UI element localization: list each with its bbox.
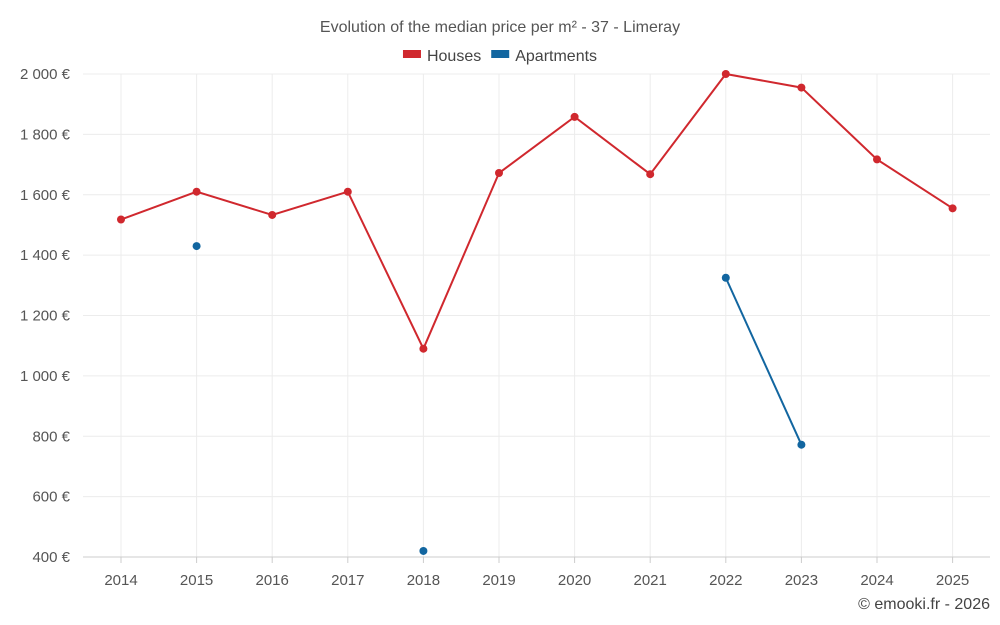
houses-point-2022: [721, 70, 730, 78]
legend-label-houses: Houses: [427, 48, 481, 65]
legend-label-apartments: Apartments: [515, 48, 597, 65]
houses-point-2020: [570, 112, 579, 121]
houses-point-2018: [419, 344, 428, 353]
series-houses: [117, 70, 957, 353]
y-tick-label: 1 200 €: [20, 308, 71, 325]
y-tick-label: 600 €: [32, 489, 70, 506]
y-tick-label: 400 €: [32, 549, 70, 566]
x-tick-label: 2025: [936, 572, 969, 589]
y-axis-labels: 400 € 600 € 800 € 1 000 € 1 200 € 1 400 € 1 60…: [20, 66, 71, 566]
apartments-point-2023: [797, 440, 806, 449]
houses-point-2024: [873, 155, 881, 164]
houses-point-2025: [948, 204, 957, 213]
y-tick-label: 1 000 €: [20, 368, 71, 385]
houses-point-2023: [797, 83, 806, 92]
series-apartments: [192, 242, 806, 555]
x-tick-label: 2024: [860, 572, 893, 589]
x-tick-label: 2018: [407, 572, 440, 589]
x-tick-label: 2019: [482, 572, 515, 589]
houses-point-2016: [268, 210, 277, 219]
houses-point-2014: [117, 215, 125, 224]
y-tick-label: 800 €: [32, 428, 70, 445]
x-tick-label: 2017: [331, 572, 364, 589]
houses-point-2021: [646, 170, 655, 179]
houses-point-2015: [192, 187, 201, 196]
legend-swatch-apartments: [491, 50, 510, 58]
legend: Houses Apartments: [402, 48, 597, 65]
x-axis-labels: 2014 2015 2016 2017 2018 2019 2020 2021 2022 2023…: [104, 572, 969, 589]
credit-text: © emooki.fr - 2026: [858, 596, 990, 613]
houses-point-2019: [495, 169, 503, 178]
chart-title: Evolution of the median price per m² - 3…: [320, 19, 680, 36]
x-tick-label: 2015: [180, 572, 213, 589]
apartments-point-2022: [721, 273, 730, 282]
y-tick-label: 1 400 €: [20, 247, 71, 264]
houses-line: [120, 72, 954, 352]
x-tick-label: 2016: [256, 572, 289, 589]
x-gridlines: [120, 74, 954, 563]
y-tick-label: 1 600 €: [20, 187, 71, 204]
x-tick-label: 2020: [558, 572, 591, 589]
x-tick-label: 2014: [104, 572, 137, 589]
y-tick-label: 1 800 €: [20, 126, 71, 143]
apartments-point-2015: [192, 242, 201, 251]
apartments-point-2018: [419, 546, 428, 555]
apartments-line: [724, 277, 803, 446]
houses-point-2017: [343, 187, 352, 196]
series-layer: [117, 70, 957, 555]
y-tick-label: 2 000 €: [20, 66, 71, 83]
y-gridlines: [83, 73, 990, 498]
legend-swatch-houses: [402, 50, 421, 58]
x-tick-label: 2023: [785, 572, 818, 589]
x-tick-label: 2021: [634, 572, 667, 589]
x-tick-label: 2022: [709, 572, 742, 589]
